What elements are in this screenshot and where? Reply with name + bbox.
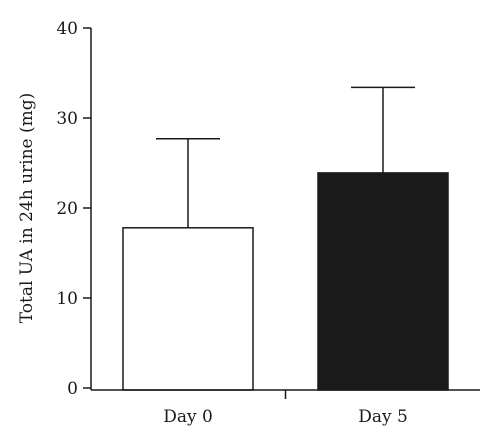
x-category-label: Day 0: [163, 407, 213, 427]
bar-day-0: [122, 227, 254, 391]
y-tick-label: 30: [56, 109, 78, 129]
y-tick-label: 0: [67, 379, 78, 399]
y-tick-label: 40: [56, 19, 78, 39]
x-category-label: Day 5: [358, 407, 408, 427]
error-bars: [156, 86, 415, 228]
bars: [122, 172, 449, 391]
x-axis-labels: Day 0 Day 5: [163, 407, 408, 427]
y-axis-ticks: 0 10 20 30 40: [56, 19, 91, 399]
y-axis-title: Total UA in 24h urine (mg): [17, 93, 37, 324]
y-tick-label: 20: [56, 199, 78, 219]
bar-day-5: [317, 172, 449, 391]
y-tick-label: 10: [56, 289, 78, 309]
